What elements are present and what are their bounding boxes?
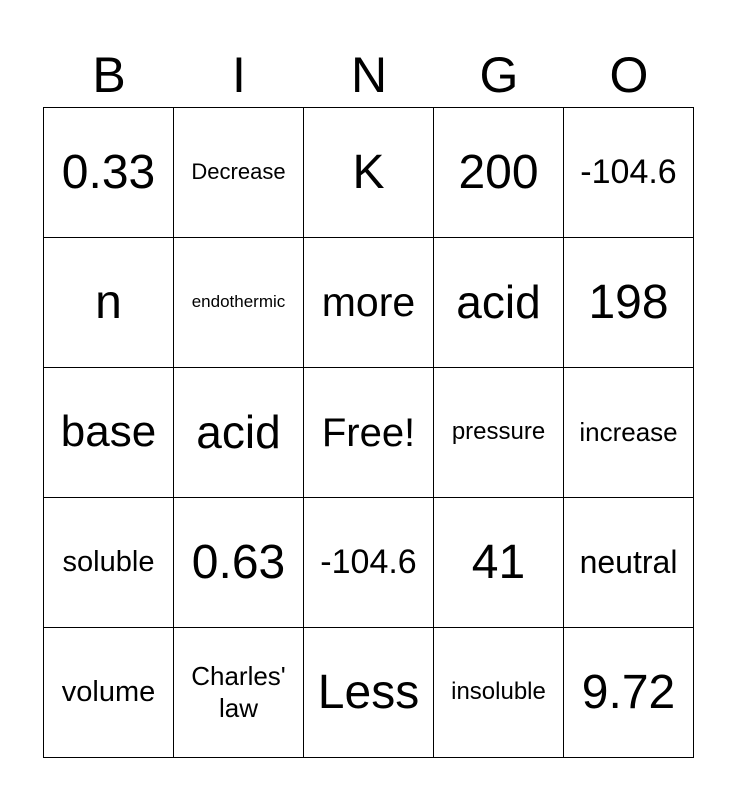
bingo-cell[interactable]: pressure (434, 368, 564, 498)
bingo-cell[interactable]: 9.72 (564, 628, 694, 758)
free-space-cell[interactable]: Free! (304, 368, 434, 498)
bingo-cell[interactable]: Charles' law (174, 628, 304, 758)
bingo-cell[interactable]: base (44, 368, 174, 498)
bingo-cell[interactable]: increase (564, 368, 694, 498)
bingo-cell[interactable]: -104.6 (304, 498, 434, 628)
header-letter-n: N (350, 47, 388, 103)
header-letter-b: B (92, 47, 126, 103)
header-letter-g: G (479, 47, 519, 103)
bingo-cell[interactable]: 200 (434, 108, 564, 238)
header-letter-i: I (232, 47, 246, 103)
bingo-cell[interactable]: endothermic (174, 238, 304, 368)
bingo-cell[interactable]: insoluble (434, 628, 564, 758)
bingo-cell[interactable]: more (304, 238, 434, 368)
bingo-cell[interactable]: acid (434, 238, 564, 368)
bingo-cell[interactable]: K (304, 108, 434, 238)
bingo-cell[interactable]: soluble (44, 498, 174, 628)
bingo-cell[interactable]: 0.33 (44, 108, 174, 238)
bingo-cell[interactable]: acid (174, 368, 304, 498)
bingo-grid: 0.33 Decrease K 200 -104.6 n endothermic… (43, 107, 694, 758)
bingo-cell[interactable]: 41 (434, 498, 564, 628)
bingo-cell[interactable]: neutral (564, 498, 694, 628)
header-letter-o: O (609, 47, 649, 103)
bingo-cell[interactable]: Decrease (174, 108, 304, 238)
bingo-header: B I N G O (44, 40, 694, 110)
bingo-cell[interactable]: 198 (564, 238, 694, 368)
bingo-cell[interactable]: n (44, 238, 174, 368)
bingo-cell[interactable]: volume (44, 628, 174, 758)
bingo-cell[interactable]: 0.63 (174, 498, 304, 628)
bingo-cell[interactable]: Less (304, 628, 434, 758)
bingo-cell[interactable]: -104.6 (564, 108, 694, 238)
